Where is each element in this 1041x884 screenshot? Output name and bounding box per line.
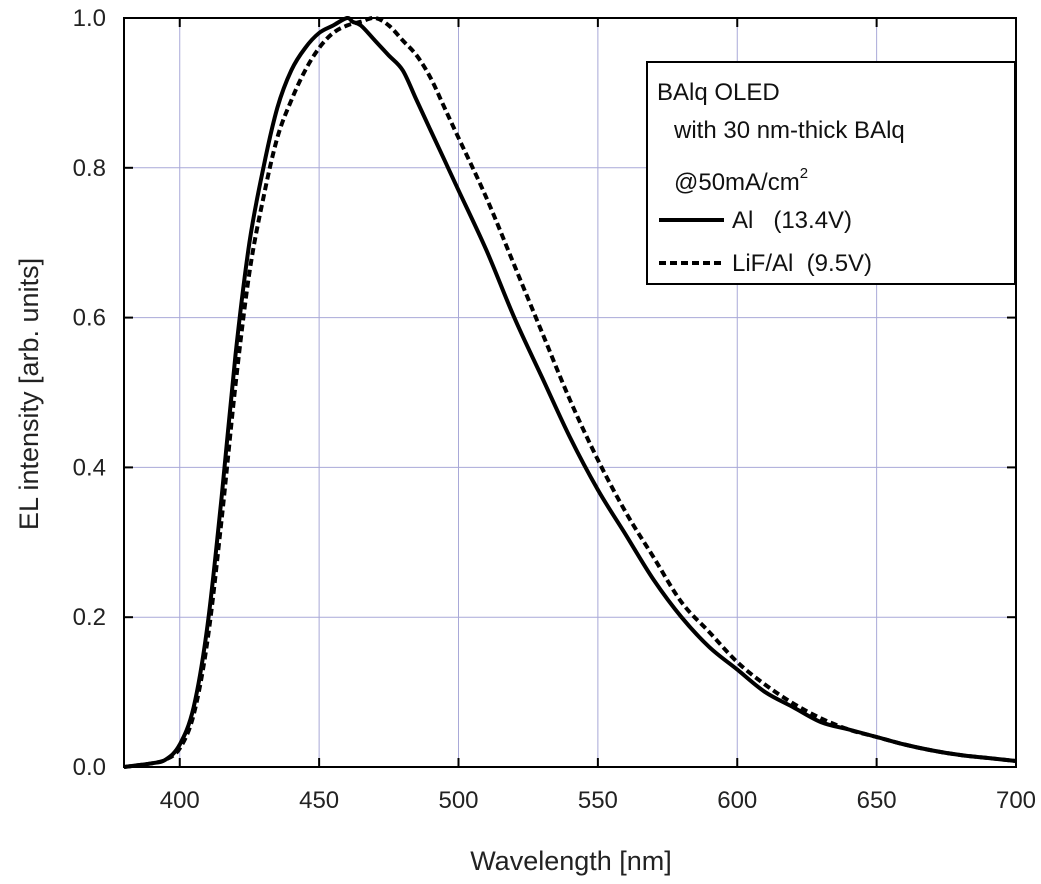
y-tick-label-2: 0.4 bbox=[73, 454, 106, 481]
legend-box bbox=[646, 61, 1016, 285]
series-line-lif-al bbox=[123, 15, 1017, 769]
x-axis-label: Wavelength [nm] bbox=[470, 846, 672, 876]
x-tick-label-450: 450 bbox=[299, 787, 339, 814]
legend-condition-main: @50mA/cm bbox=[674, 169, 800, 196]
y-tick-label-1: 0.2 bbox=[73, 604, 106, 631]
axis-tick-labels: 400 450 500 550 600 650 700 0.0 0.2 0.4 0.6 0.8 1.0 bbox=[73, 5, 1036, 814]
legend-title-line-2: with 30 nm-thick BAlq bbox=[673, 117, 905, 144]
x-tick-label-550: 550 bbox=[578, 787, 618, 814]
y-tick-label-4: 0.8 bbox=[73, 155, 106, 182]
series-curves bbox=[123, 15, 1017, 769]
x-tick-label-700: 700 bbox=[996, 787, 1036, 814]
legend-condition-superscript: 2 bbox=[800, 165, 808, 182]
x-tick-label-500: 500 bbox=[438, 787, 478, 814]
y-tick-label-0: 0.0 bbox=[73, 754, 106, 781]
legend: BAlq OLED with 30 nm-thick BAlq @50mA/cm… bbox=[646, 61, 1016, 285]
legend-condition: @50mA/cm2 bbox=[674, 165, 808, 196]
legend-title-line-1: BAlq OLED bbox=[657, 79, 780, 106]
y-axis-label: EL intensity [arb. units] bbox=[14, 258, 44, 530]
x-tick-label-650: 650 bbox=[857, 787, 897, 814]
legend-entry-lif-al: LiF/Al (9.5V) bbox=[732, 250, 872, 277]
y-tick-label-3: 0.6 bbox=[73, 305, 106, 332]
x-tick-label-400: 400 bbox=[160, 787, 200, 814]
series-line-al bbox=[123, 15, 1017, 769]
y-tick-label-5: 1.0 bbox=[73, 5, 106, 32]
plot-frame bbox=[123, 17, 1017, 768]
x-tick-label-600: 600 bbox=[717, 787, 757, 814]
legend-entry-al: Al (13.4V) bbox=[732, 207, 852, 234]
